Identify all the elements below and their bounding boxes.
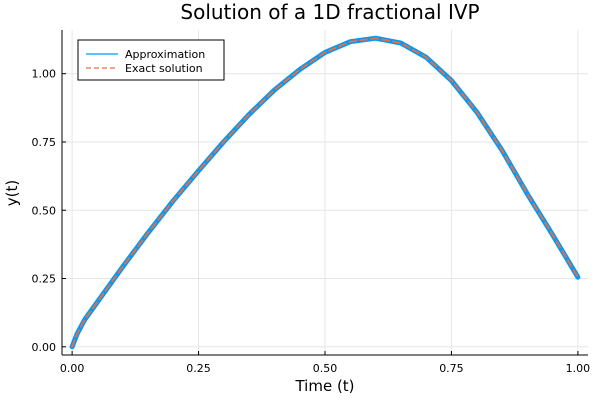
y-tick-label: 0.50 [32,204,57,217]
y-ticks: 0.00 0.25 0.50 0.75 1.00 [32,68,66,354]
y-axis-label: y(t) [3,180,21,206]
legend-label-exact-solution: Exact solution [125,62,203,75]
x-ticks: 0.00 0.25 0.50 0.75 1.00 [60,351,590,375]
legend: Approximation Exact solution [77,39,225,81]
x-tick-label: 0.25 [186,362,211,375]
legend-label-approximation: Approximation [125,48,205,61]
series-layer [69,35,581,350]
y-tick-label: 1.00 [32,68,57,81]
x-axis-label: Time (t) [294,377,354,395]
grid [62,30,588,355]
chart-title: Solution of a 1D fractional IVP [180,0,479,24]
x-tick-label: 0.75 [439,362,464,375]
x-tick-label: 1.00 [566,362,591,375]
y-tick-label: 0.75 [32,136,57,149]
y-tick-label: 0.00 [32,341,57,354]
series-line-exact-solution [71,37,579,348]
y-tick-label: 0.25 [32,273,57,286]
x-tick-label: 0.50 [313,362,338,375]
legend-box [77,39,225,81]
x-tick-label: 0.00 [60,362,85,375]
